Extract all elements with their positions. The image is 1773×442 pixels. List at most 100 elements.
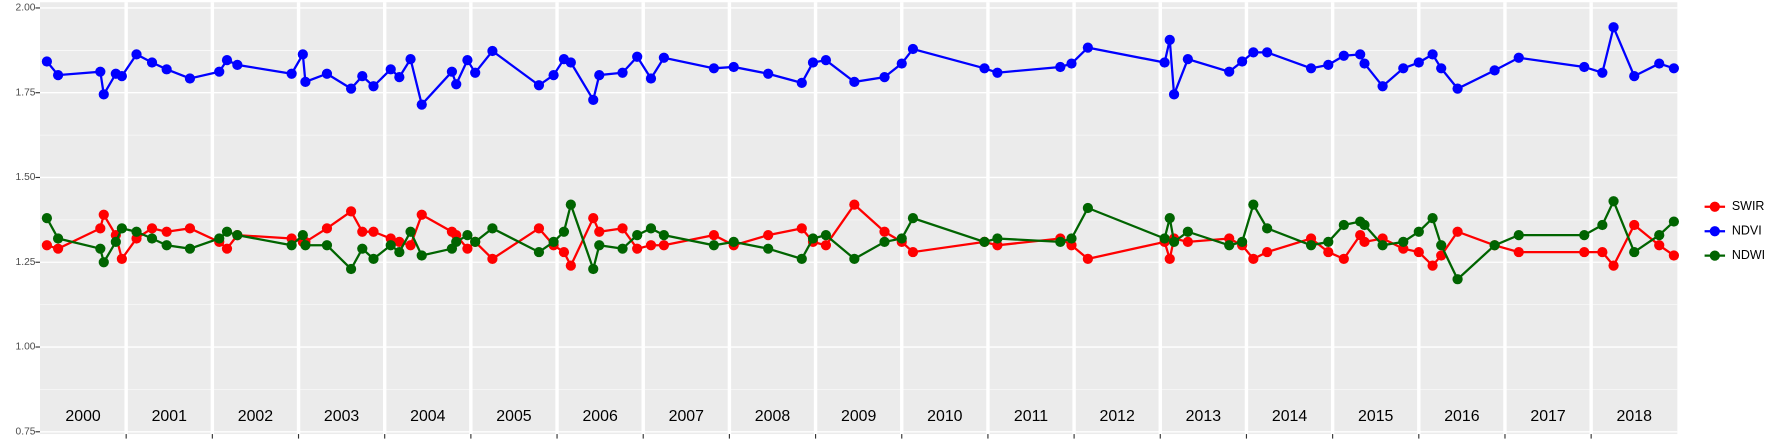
- point: [41, 213, 53, 224]
- point: [1262, 47, 1273, 58]
- point: [487, 45, 498, 57]
- point: [879, 72, 890, 83]
- point: [1248, 199, 1259, 210]
- point: [1248, 253, 1259, 264]
- point: [1597, 67, 1608, 78]
- point: [221, 243, 233, 254]
- point: [470, 236, 481, 248]
- point: [1513, 246, 1524, 258]
- point: [632, 51, 643, 62]
- point: [1066, 58, 1077, 69]
- point: [394, 246, 405, 258]
- point: [907, 43, 919, 55]
- point: [588, 213, 599, 224]
- point: [645, 223, 657, 234]
- point: [1305, 63, 1317, 74]
- year-label: 2012: [1100, 408, 1136, 425]
- point: [385, 240, 396, 251]
- point: [1452, 274, 1463, 285]
- point: [1359, 236, 1370, 248]
- point: [52, 69, 64, 81]
- point: [1513, 230, 1524, 241]
- point: [184, 223, 196, 234]
- point: [487, 223, 498, 234]
- point: [1579, 246, 1590, 258]
- point: [728, 61, 739, 73]
- marks: [41, 22, 1679, 285]
- y-tick-label: 1.75: [16, 87, 36, 98]
- point: [52, 233, 64, 244]
- point: [588, 263, 599, 275]
- point: [368, 253, 379, 264]
- point: [1654, 230, 1665, 241]
- point: [796, 253, 807, 264]
- point: [708, 230, 720, 241]
- point: [321, 223, 333, 234]
- point: [1262, 223, 1273, 234]
- point: [1668, 216, 1679, 227]
- point: [1224, 240, 1235, 251]
- point: [979, 63, 990, 74]
- point: [1436, 63, 1447, 74]
- point: [1377, 240, 1388, 251]
- point: [297, 230, 308, 241]
- point: [98, 209, 109, 220]
- year-label: 2002: [238, 408, 274, 425]
- point: [1608, 22, 1619, 33]
- point: [796, 77, 807, 88]
- point: [297, 49, 308, 60]
- year-label: 2005: [496, 408, 532, 425]
- point: [907, 213, 919, 224]
- point: [357, 226, 368, 237]
- point: [146, 223, 158, 234]
- point: [1082, 42, 1094, 53]
- point: [807, 233, 819, 244]
- point: [368, 226, 379, 237]
- year-label: 2004: [410, 408, 446, 425]
- point: [1413, 246, 1424, 258]
- point: [979, 236, 990, 248]
- point: [345, 263, 357, 275]
- point: [446, 66, 458, 77]
- point: [617, 243, 628, 254]
- point: [708, 63, 720, 74]
- point: [416, 209, 427, 220]
- point: [708, 240, 720, 251]
- point: [405, 54, 416, 65]
- y-tick-label: 1.00: [16, 342, 36, 353]
- year-label: 2017: [1530, 408, 1566, 425]
- point: [533, 246, 545, 258]
- point: [1629, 70, 1640, 82]
- year-label: 2008: [755, 408, 791, 425]
- point: [1338, 50, 1349, 61]
- year-label: 2010: [927, 408, 963, 425]
- point: [1452, 226, 1463, 237]
- point: [1182, 54, 1193, 65]
- point: [300, 76, 311, 87]
- point: [470, 67, 481, 78]
- y-tick-label: 2.00: [16, 3, 36, 14]
- point: [1323, 246, 1334, 258]
- point: [992, 67, 1003, 78]
- point: [116, 223, 127, 234]
- point: [1338, 253, 1349, 264]
- point: [1168, 89, 1180, 100]
- point: [1629, 246, 1640, 258]
- point: [116, 253, 127, 264]
- point: [1355, 49, 1366, 60]
- point: [1427, 260, 1438, 271]
- point: [632, 230, 643, 241]
- point: [594, 69, 605, 81]
- point: [1182, 226, 1193, 237]
- point: [1489, 240, 1500, 251]
- grid: 0.75 1.00 1.25 1.50 1.75 2.00 2000 2001 2002 2003…: [16, 2, 1678, 439]
- point: [588, 94, 599, 105]
- point: [1668, 250, 1679, 261]
- point: [110, 236, 121, 248]
- point: [300, 240, 311, 251]
- point: [533, 223, 545, 234]
- point: [214, 233, 225, 244]
- point: [95, 243, 106, 254]
- point: [896, 58, 907, 69]
- point: [1579, 230, 1590, 241]
